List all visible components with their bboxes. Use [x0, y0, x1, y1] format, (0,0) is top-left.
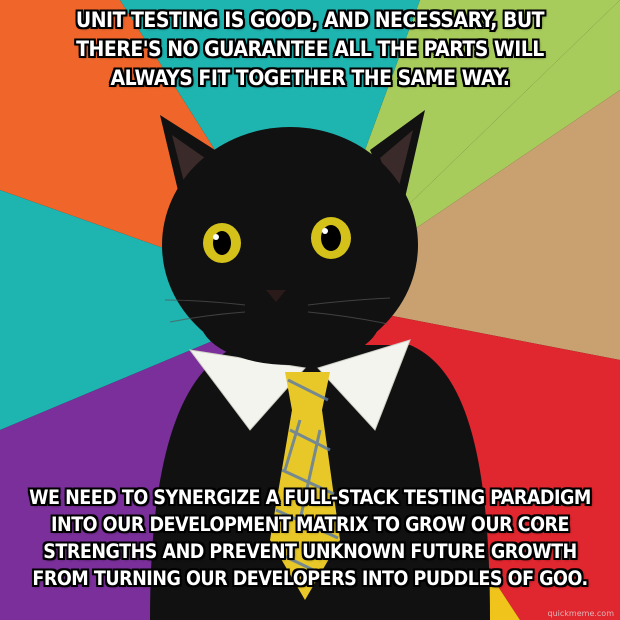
bottom-caption-line-1: WE NEED TO SYNERGIZE A FULL-STACK TESTIN… — [29, 486, 591, 509]
bg-wedge-teal — [0, 190, 310, 430]
bottom-caption-line-2: INTO OUR DEVELOPMENT MATRIX TO GROW OUR … — [50, 513, 570, 536]
top-caption: UNIT TESTING IS GOOD, AND NECESSARY, BUT… — [0, 6, 620, 93]
shirt-collar-right — [317, 339, 411, 431]
bottom-caption-line-4: FROM TURNING OUR DEVELOPERS INTO PUDDLES… — [32, 567, 588, 590]
cat-whiskers — [164, 297, 391, 325]
tie-stripes — [275, 378, 339, 580]
top-caption-line-2: THERE'S NO GUARANTEE ALL THE PARTS WILL — [76, 37, 544, 61]
bottom-caption-line-3: STRENGTHS AND PREVENT UNKNOWN FUTURE GRO… — [43, 540, 577, 563]
top-caption-line-1: UNIT TESTING IS GOOD, AND NECESSARY, BUT — [75, 8, 545, 32]
cat-nose — [266, 290, 286, 302]
watermark: quickmeme.com — [547, 609, 614, 618]
bottom-caption: WE NEED TO SYNERGIZE A FULL-STACK TESTIN… — [0, 484, 620, 592]
top-caption-line-3: ALWAYS FIT TOGETHER THE SAME WAY. — [110, 66, 511, 90]
